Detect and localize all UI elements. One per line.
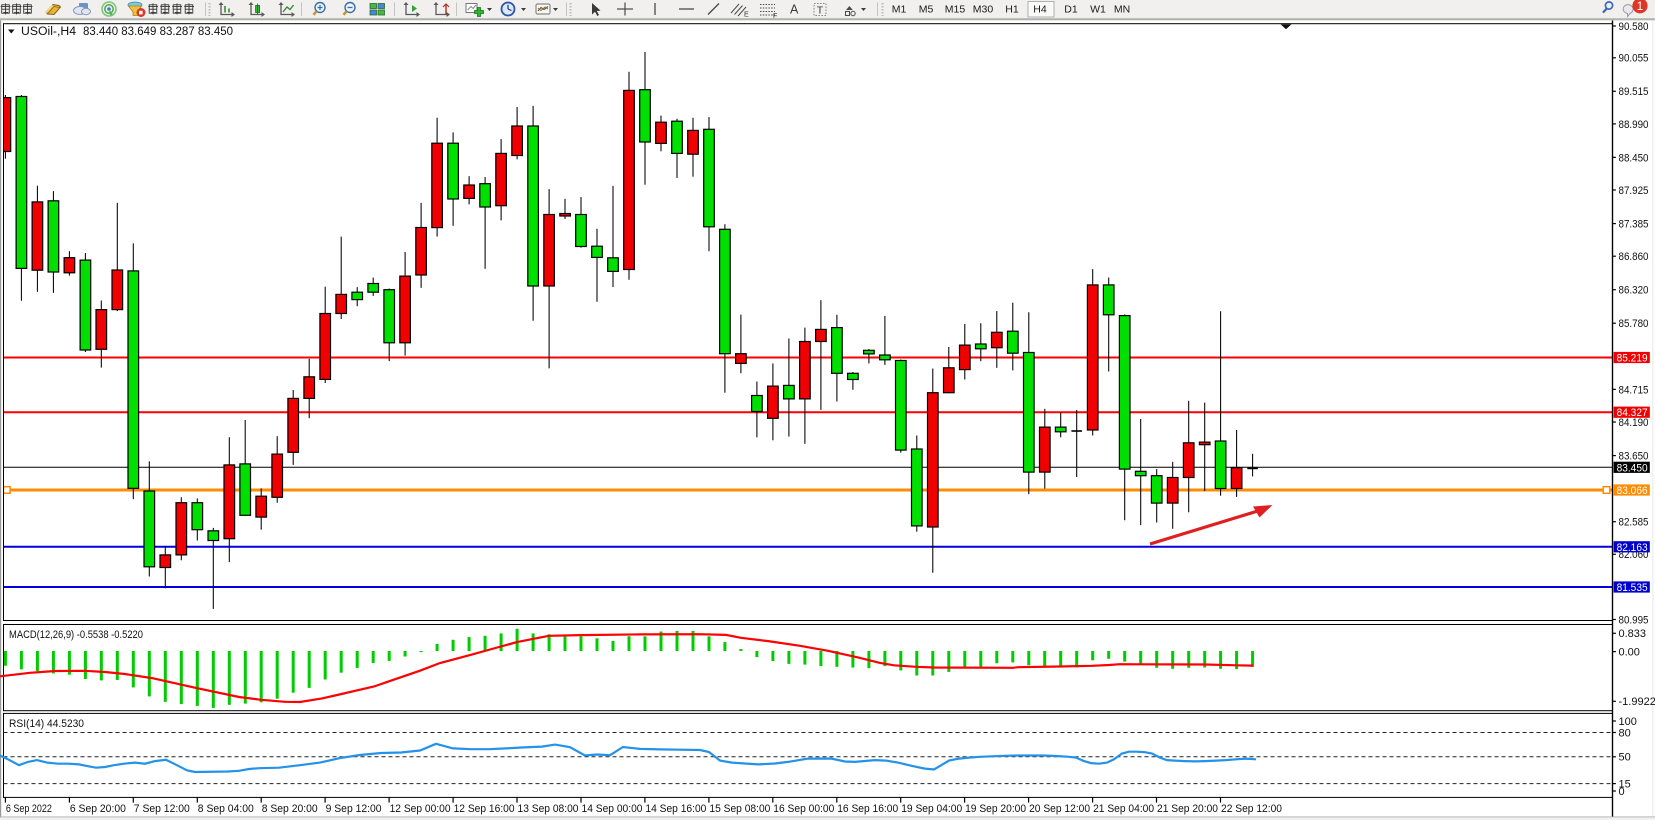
- svg-text:80: 80: [1619, 727, 1631, 739]
- svg-text:19 Sep 04:00: 19 Sep 04:00: [901, 803, 962, 815]
- svg-text:-1.9922: -1.9922: [1619, 696, 1655, 708]
- svg-text:86.320: 86.320: [1619, 285, 1649, 297]
- svg-text:90.055: 90.055: [1619, 53, 1649, 65]
- svg-text:87.385: 87.385: [1619, 219, 1649, 231]
- svg-text:88.990: 88.990: [1619, 119, 1649, 131]
- svg-text:USOil-,H4: USOil-,H4: [21, 26, 77, 38]
- svg-text:12 Sep 00:00: 12 Sep 00:00: [390, 803, 451, 815]
- svg-text:20 Sep 12:00: 20 Sep 12:00: [1029, 803, 1090, 815]
- svg-text:6 Sep 2022: 6 Sep 2022: [6, 803, 52, 815]
- svg-text:85.780: 85.780: [1619, 318, 1649, 330]
- svg-text:83.650: 83.650: [1619, 451, 1649, 463]
- svg-text:88.450: 88.450: [1619, 152, 1649, 164]
- svg-text:15: 15: [1619, 779, 1631, 791]
- svg-text:6 Sep 20:00: 6 Sep 20:00: [70, 803, 126, 815]
- svg-text:13 Sep 08:00: 13 Sep 08:00: [518, 803, 579, 815]
- svg-text:14 Sep 00:00: 14 Sep 00:00: [582, 803, 643, 815]
- svg-text:H4: H4: [1033, 4, 1047, 16]
- svg-text:0.833: 0.833: [1619, 628, 1647, 640]
- svg-text:MACD(12,26,9) -0.5538 -0.5220: MACD(12,26,9) -0.5538 -0.5220: [9, 629, 143, 641]
- svg-text:F: F: [773, 13, 777, 20]
- svg-text:83.450: 83.450: [1617, 462, 1648, 474]
- svg-text:84.190: 84.190: [1619, 417, 1649, 429]
- svg-text:H1: H1: [1005, 4, 1019, 16]
- svg-text:RSI(14) 44.5230: RSI(14) 44.5230: [9, 718, 84, 730]
- svg-text:21 Sep 20:00: 21 Sep 20:00: [1157, 803, 1218, 815]
- svg-text:85.219: 85.219: [1617, 353, 1648, 365]
- svg-text:86.860: 86.860: [1619, 251, 1649, 263]
- svg-text:50: 50: [1619, 752, 1631, 764]
- svg-text:M15: M15: [945, 4, 966, 16]
- svg-text:M5: M5: [919, 4, 934, 16]
- svg-text:0: 0: [1619, 786, 1625, 798]
- svg-text:82.585: 82.585: [1619, 517, 1649, 529]
- svg-text:M30: M30: [973, 4, 994, 16]
- svg-text:83.066: 83.066: [1617, 485, 1648, 497]
- svg-text:D1: D1: [1064, 4, 1078, 16]
- svg-text:8 Sep 04:00: 8 Sep 04:00: [198, 803, 254, 815]
- svg-text:89.515: 89.515: [1619, 86, 1649, 98]
- svg-text:84.715: 84.715: [1619, 384, 1649, 396]
- svg-text:16 Sep 00:00: 16 Sep 00:00: [773, 803, 834, 815]
- svg-text:15 Sep 08:00: 15 Sep 08:00: [709, 803, 770, 815]
- svg-text:A: A: [790, 3, 799, 17]
- svg-text:7 Sep 12:00: 7 Sep 12:00: [134, 803, 190, 815]
- svg-text:9 Sep 12:00: 9 Sep 12:00: [326, 803, 382, 815]
- svg-text:12 Sep 16:00: 12 Sep 16:00: [454, 803, 515, 815]
- svg-text:21 Sep 04:00: 21 Sep 04:00: [1093, 803, 1154, 815]
- svg-text:100: 100: [1619, 716, 1637, 728]
- svg-text:8 Sep 20:00: 8 Sep 20:00: [262, 803, 318, 815]
- svg-text:MN: MN: [1114, 4, 1130, 16]
- svg-text:22 Sep 12:00: 22 Sep 12:00: [1221, 803, 1282, 815]
- svg-text:19 Sep 20:00: 19 Sep 20:00: [965, 803, 1026, 815]
- svg-text:14 Sep 16:00: 14 Sep 16:00: [645, 803, 706, 815]
- svg-text:W1: W1: [1090, 4, 1106, 16]
- svg-text:0.00: 0.00: [1619, 647, 1640, 659]
- svg-text:81.535: 81.535: [1617, 582, 1648, 594]
- svg-text:90.580: 90.580: [1619, 21, 1649, 33]
- svg-text:1: 1: [1637, 1, 1643, 13]
- svg-text:16 Sep 16:00: 16 Sep 16:00: [837, 803, 898, 815]
- svg-text:82.163: 82.163: [1617, 542, 1648, 554]
- svg-text:80.995: 80.995: [1619, 614, 1649, 626]
- svg-text:E: E: [744, 12, 749, 19]
- svg-text:M1: M1: [892, 4, 907, 16]
- svg-text:T: T: [817, 4, 824, 16]
- svg-text:83.440 83.649 83.287 83.450: 83.440 83.649 83.287 83.450: [83, 26, 233, 38]
- svg-text:84.327: 84.327: [1617, 407, 1648, 419]
- svg-text:87.925: 87.925: [1619, 185, 1649, 197]
